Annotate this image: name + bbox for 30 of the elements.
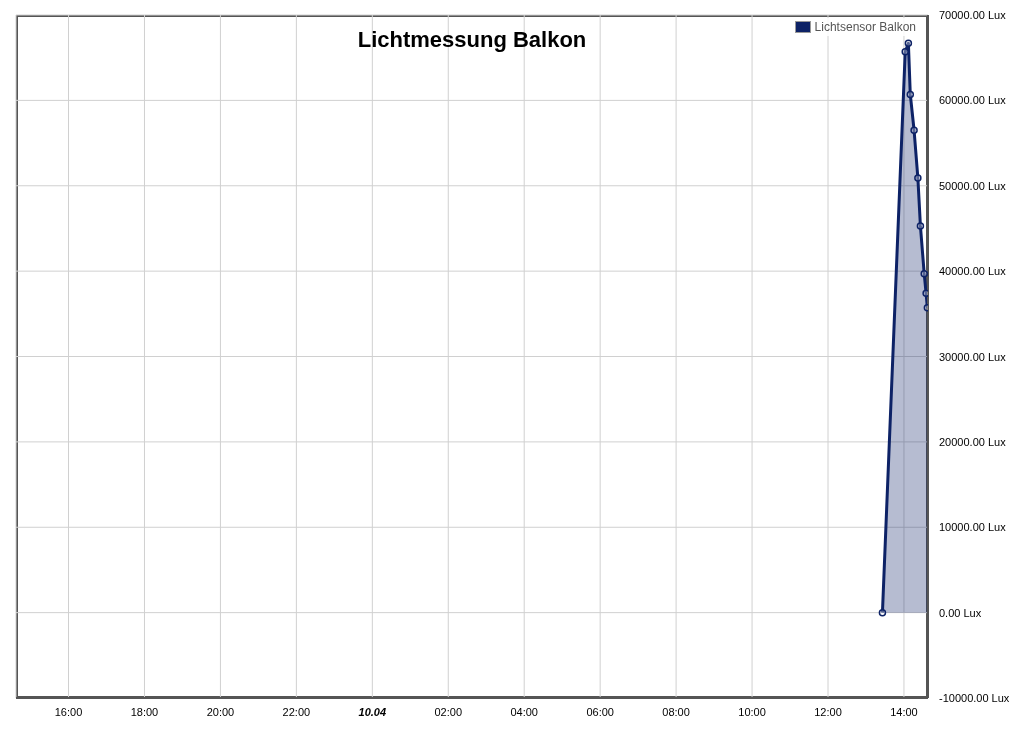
y-tick-label: -10000.00 Lux bbox=[939, 692, 1010, 704]
x-tick-label: 14:00 bbox=[890, 706, 918, 718]
point bbox=[916, 222, 925, 230]
x-tick-label: 12:00 bbox=[814, 706, 842, 718]
x-tick-label: 22:00 bbox=[282, 706, 311, 718]
x-tick-label: 16:00 bbox=[54, 706, 83, 718]
y-tick-label: 30000.00 Lux bbox=[939, 350, 1007, 363]
y-tick-label: 50000.00 Lux bbox=[939, 179, 1007, 192]
point bbox=[914, 174, 922, 182]
x-tick-label: 10.04 bbox=[358, 706, 387, 718]
x-tick-label: 08:00 bbox=[662, 706, 690, 718]
y-tick-label: 70000.00 Lux bbox=[939, 9, 1007, 21]
point bbox=[901, 47, 909, 56]
point bbox=[904, 39, 913, 47]
y-tick-label: 10000.00 Lux bbox=[939, 521, 1007, 534]
point bbox=[906, 90, 915, 99]
y-tick-label: 0.00 Lux bbox=[939, 606, 982, 619]
y-tick-label: 40000.00 Lux bbox=[939, 265, 1007, 278]
x-tick-label: 04:00 bbox=[510, 706, 538, 718]
text: Lichtmessung Balkon bbox=[357, 27, 587, 52]
y-tick-label: 20000.00 Lux bbox=[939, 435, 1007, 448]
x-tick-label: 06:00 bbox=[586, 706, 614, 718]
point bbox=[910, 126, 918, 135]
x-tick-label: 10:00 bbox=[738, 706, 766, 718]
legend-label: Lichtsensor Balkon bbox=[814, 20, 916, 34]
y-tick-label: 60000.00 Lux bbox=[939, 94, 1007, 107]
x-tick-label: 18:00 bbox=[130, 706, 159, 718]
x-tick-label: 20:00 bbox=[206, 706, 235, 718]
x-tick-label: 02:00 bbox=[434, 706, 463, 718]
point bbox=[920, 269, 928, 278]
